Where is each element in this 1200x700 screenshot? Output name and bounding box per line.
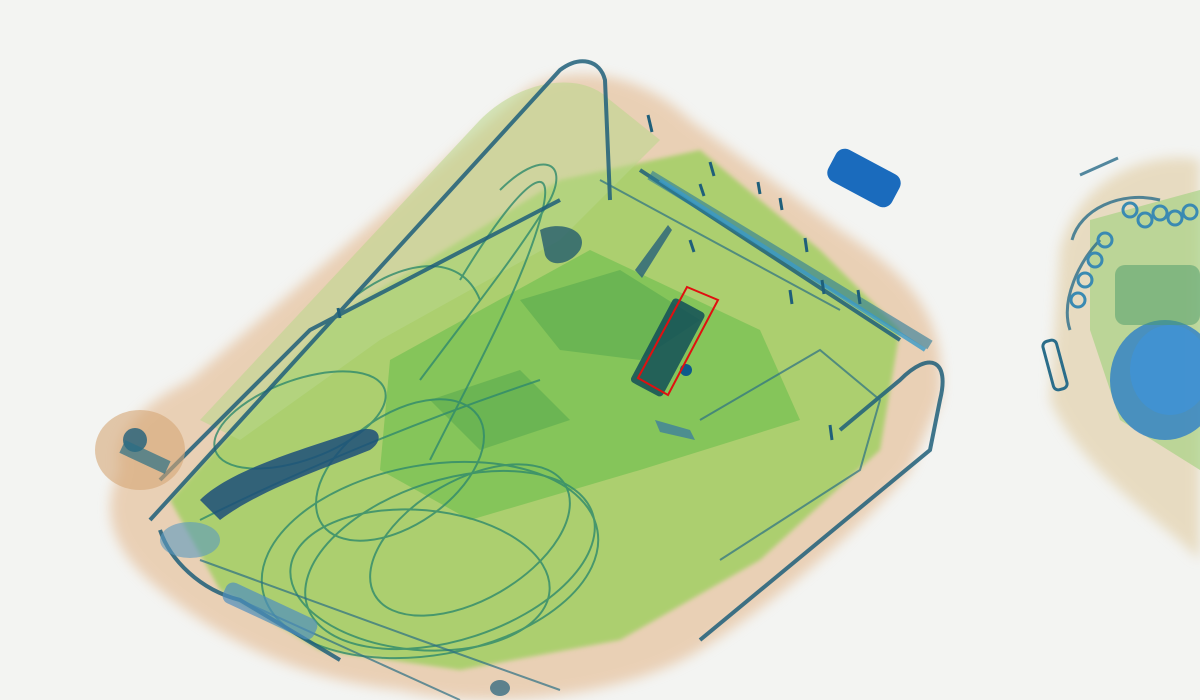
suitcase xyxy=(95,59,945,700)
trolley-handle xyxy=(647,170,933,352)
rivets xyxy=(336,114,862,441)
separate-dense-object xyxy=(827,148,901,208)
suitcase-wheels xyxy=(95,410,510,696)
bracket-shape xyxy=(655,420,695,440)
suitcase-lid-green xyxy=(200,82,660,440)
chain xyxy=(1069,201,1199,309)
dense-object-left xyxy=(200,429,379,520)
bottle-object xyxy=(222,582,318,640)
second-bag xyxy=(1041,156,1200,560)
electronics-board-detail xyxy=(430,270,700,450)
dense-object-handle xyxy=(540,226,582,264)
blade-shape xyxy=(635,225,672,278)
detection-box xyxy=(636,285,720,397)
detected-object xyxy=(630,285,720,397)
